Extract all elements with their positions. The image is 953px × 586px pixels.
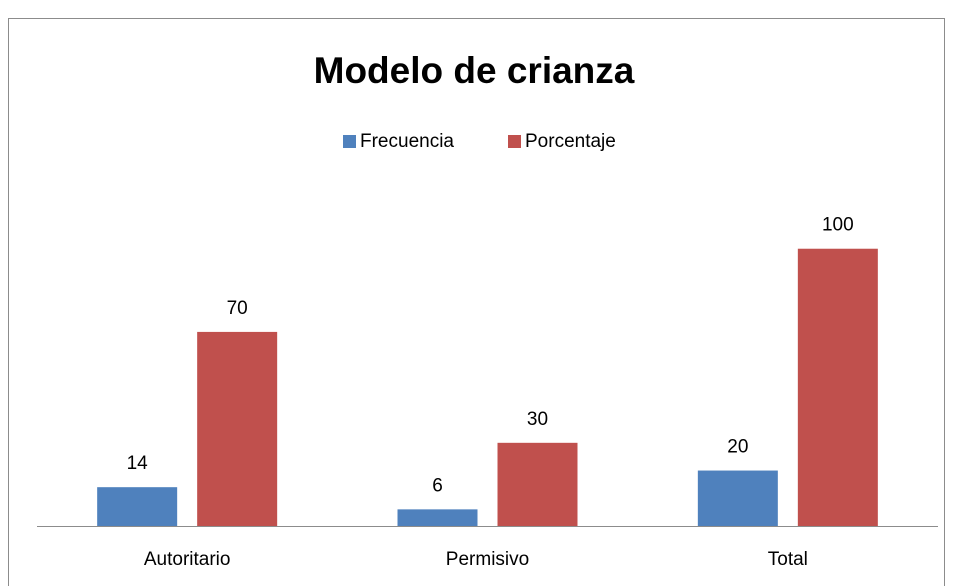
bar [397, 509, 478, 526]
bar [97, 487, 178, 526]
bar [197, 331, 278, 526]
value-label: 100 [822, 215, 854, 236]
legend-swatch [508, 135, 521, 148]
bar [497, 442, 578, 526]
chart-title: Modelo de crianza [314, 50, 635, 91]
bar [697, 470, 778, 526]
x-tick-label: Total [768, 549, 808, 570]
legend-swatch [343, 135, 356, 148]
bar [797, 248, 878, 526]
value-label: 20 [727, 437, 748, 458]
value-label: 6 [432, 475, 443, 496]
legend-label: Porcentaje [525, 131, 616, 152]
x-tick-label: Autoritario [144, 549, 231, 570]
value-label: 70 [227, 298, 248, 319]
legend-label: Frecuencia [360, 131, 454, 152]
value-label: 30 [527, 409, 548, 430]
x-tick-label: Permisivo [446, 549, 529, 570]
value-label: 14 [127, 453, 149, 474]
